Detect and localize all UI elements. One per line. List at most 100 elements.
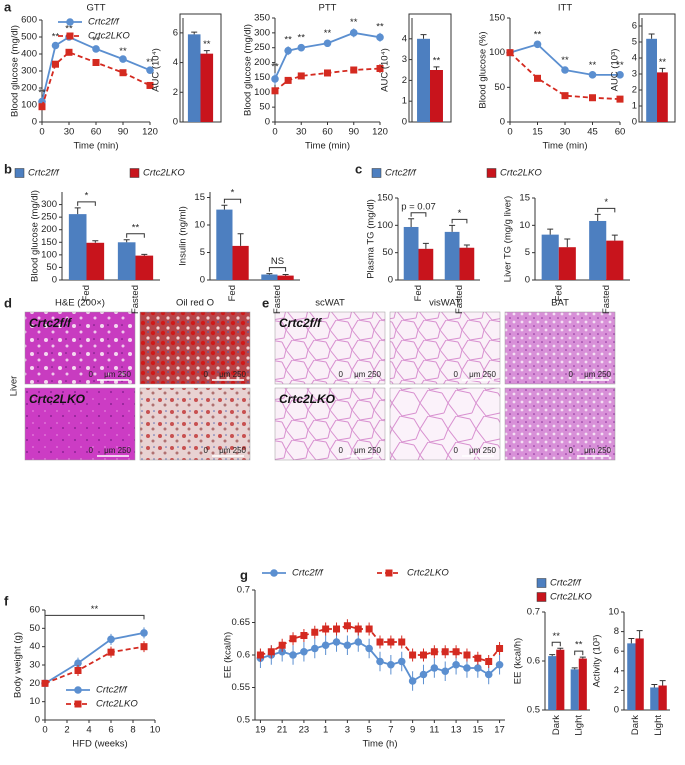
marker: [474, 654, 482, 662]
error-bar: [282, 274, 289, 276]
significance-bracket: [77, 201, 96, 206]
y-tick-label: 50: [29, 623, 40, 634]
significance: **: [92, 35, 100, 46]
x-tick-label: 7: [388, 725, 393, 736]
series-line: [41, 35, 151, 102]
significance: **: [146, 57, 154, 68]
y-tick-label: 2: [402, 75, 407, 86]
y-tick-label: 150: [489, 13, 505, 24]
y-axis-label: AUC (10⁴): [151, 48, 162, 92]
marker: [387, 638, 395, 646]
y-tick-label: 0.5: [527, 705, 540, 716]
significance: **: [534, 29, 542, 40]
x-tick-label: 4: [86, 725, 91, 736]
y-tick-label: 4: [614, 665, 619, 676]
error-bar: [203, 50, 210, 54]
chart-title: GTT: [87, 3, 106, 14]
significance: **: [433, 55, 441, 66]
marker: [321, 641, 330, 650]
marker: [300, 647, 308, 656]
y-axis-label: Blood glucose (%): [478, 31, 489, 108]
legend-marker: [74, 700, 82, 708]
marker: [271, 75, 279, 83]
y-axis-label: Plasma TG (mg/dl): [366, 199, 377, 279]
x-tick-label: Light: [653, 715, 664, 736]
marker: [376, 638, 384, 646]
marker: [398, 638, 406, 646]
x-tick-label: 60: [615, 127, 626, 138]
x-tick-label: 21: [277, 725, 288, 736]
scale-label: μm 250: [219, 370, 246, 379]
bar: [68, 214, 87, 280]
legend-swatch: [486, 168, 497, 178]
significance: **: [561, 55, 569, 66]
x-tick-label: 3: [345, 725, 350, 736]
scale-label: μm 250: [469, 446, 496, 455]
significance-bracket: [268, 267, 287, 272]
column-header: BAT: [551, 298, 569, 309]
significance: **: [589, 60, 597, 71]
x-tick-label: Fasted: [272, 285, 283, 314]
error-bar: [611, 234, 618, 241]
error-bar: [408, 218, 415, 227]
series-line: [44, 632, 145, 685]
bar: [86, 242, 105, 280]
scale-label: μm 250: [354, 446, 381, 455]
bar: [430, 70, 443, 122]
marker: [506, 49, 514, 57]
marker: [441, 648, 449, 656]
y-tick-label: 0: [173, 117, 178, 128]
micrograph: [274, 387, 386, 461]
y-tick-label: 20: [29, 678, 40, 689]
bar: [403, 226, 419, 280]
marker: [350, 66, 358, 74]
marker: [74, 659, 82, 667]
marker: [349, 29, 358, 37]
x-tick-label: 17: [494, 725, 505, 736]
x-tick-label: 9: [410, 725, 415, 736]
bar: [277, 275, 294, 280]
marker: [310, 644, 319, 653]
x-tick-label: 1: [323, 725, 328, 736]
x-axis-label: Time (h): [362, 739, 397, 750]
column-header: H&E (200×): [55, 298, 105, 309]
micrograph: [24, 311, 136, 385]
y-tick-label: 200: [21, 83, 37, 94]
marker: [534, 74, 541, 82]
legend-swatch: [14, 168, 25, 178]
marker: [419, 651, 427, 659]
scale-label: μm 250: [104, 446, 131, 455]
y-tick-label: 0.7: [527, 607, 540, 618]
marker: [441, 667, 450, 676]
y-axis-label: AUC (10⁴): [380, 48, 391, 92]
marker: [616, 71, 624, 79]
micrograph: [389, 387, 501, 461]
marker: [284, 76, 292, 84]
y-tick-label: 250: [41, 212, 57, 223]
micrograph: [139, 387, 251, 461]
y-tick-label: 0: [632, 117, 637, 128]
significance: NS: [271, 256, 284, 267]
marker: [119, 69, 127, 77]
error-bar: [422, 242, 429, 249]
marker: [267, 648, 275, 656]
y-tick-label: 100: [254, 87, 270, 98]
y-tick-label: 10: [29, 696, 40, 707]
panel-label: g: [240, 567, 248, 582]
marker: [332, 638, 341, 646]
x-axis-label: Time (min): [542, 141, 587, 152]
y-tick-label: 50: [382, 247, 393, 258]
marker: [496, 645, 504, 652]
significance: **: [324, 28, 332, 39]
error-bar: [636, 630, 643, 639]
y-tick-label: 5: [200, 247, 205, 258]
panel-label: e: [262, 295, 269, 310]
micrograph: [139, 311, 251, 385]
y-tick-label: 0.5: [237, 715, 250, 726]
marker: [354, 638, 363, 646]
y-tick-label: 0: [35, 715, 40, 726]
y-tick-label: 0.6: [237, 650, 250, 661]
bar: [606, 240, 624, 280]
marker: [408, 677, 417, 685]
